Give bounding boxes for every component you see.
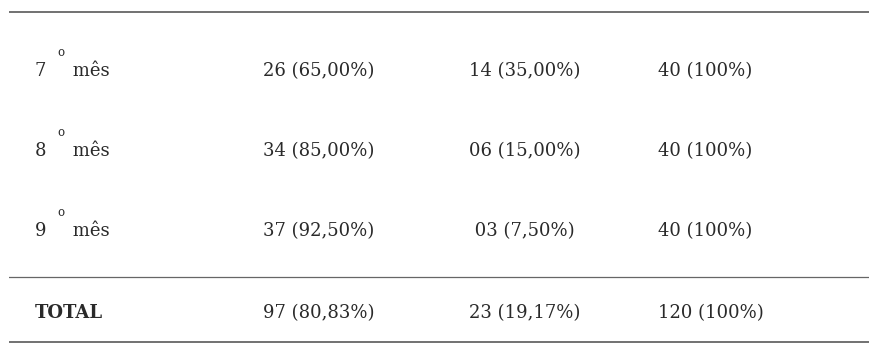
Text: 06 (15,00%): 06 (15,00%) [468,142,580,160]
Text: o: o [58,206,65,219]
Text: 40 (100%): 40 (100%) [658,142,752,160]
Text: 23 (19,17%): 23 (19,17%) [468,304,580,322]
Text: 14 (35,00%): 14 (35,00%) [468,62,580,81]
Text: 37 (92,50%): 37 (92,50%) [262,222,374,240]
Text: o: o [58,46,65,59]
Text: 40 (100%): 40 (100%) [658,62,752,81]
Text: 120 (100%): 120 (100%) [658,304,763,322]
Text: 34 (85,00%): 34 (85,00%) [262,142,374,160]
Text: 40 (100%): 40 (100%) [658,222,752,240]
Text: 7: 7 [34,62,46,81]
Text: 97 (80,83%): 97 (80,83%) [262,304,374,322]
Text: 03 (7,50%): 03 (7,50%) [468,222,574,240]
Text: 26 (65,00%): 26 (65,00%) [262,62,374,81]
Text: mês: mês [68,222,110,240]
Text: mês: mês [68,62,110,81]
Text: mês: mês [68,142,110,160]
Text: 9: 9 [34,222,46,240]
Text: 8: 8 [34,142,46,160]
Text: TOTAL: TOTAL [34,304,103,322]
Text: o: o [58,126,65,139]
